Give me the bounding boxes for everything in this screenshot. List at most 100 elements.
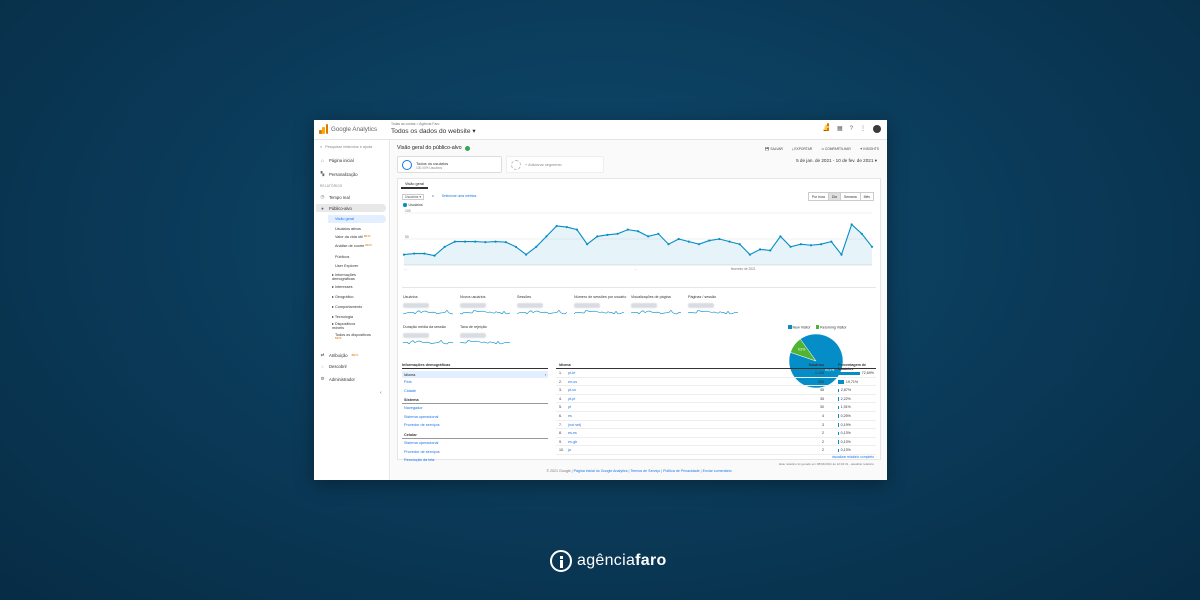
data-point[interactable]: [535, 245, 538, 248]
property-selector[interactable]: Todos os dados do website ▾: [391, 128, 476, 135]
data-point[interactable]: [402, 253, 406, 256]
data-point[interactable]: [697, 243, 701, 246]
granularity-week[interactable]: Semana: [839, 192, 861, 201]
data-point[interactable]: [799, 243, 802, 246]
sidebar-subitem-interests[interactable]: ▸ Interesses: [332, 284, 352, 289]
mobile-link-os[interactable]: Sistema operacional: [404, 440, 439, 445]
sidebar-subitem-lifetime-value[interactable]: Valor da vida útil BETA: [335, 235, 370, 239]
data-point[interactable]: [555, 224, 558, 228]
more-icon[interactable]: ⋮: [860, 126, 866, 132]
data-point[interactable]: [860, 232, 863, 235]
demographics-link-country[interactable]: País: [404, 380, 412, 384]
mobile-link-resolution[interactable]: Resolução da tela: [404, 458, 435, 463]
granularity-hour[interactable]: Por hora: [807, 192, 829, 201]
data-point[interactable]: [657, 232, 660, 235]
pie-slice-returning-visitor[interactable]: [790, 338, 817, 362]
data-point[interactable]: [504, 241, 507, 244]
add-segment-button[interactable]: + Adicionar segmento: [506, 156, 604, 173]
data-point[interactable]: [718, 237, 721, 241]
language-link[interactable]: pt-br: [568, 371, 576, 375]
data-point[interactable]: [575, 228, 579, 231]
granularity-month[interactable]: Mês: [859, 192, 874, 201]
sidebar-item-customization[interactable]: ▚ Personalização: [320, 171, 358, 177]
data-point[interactable]: [616, 232, 619, 235]
save-button[interactable]: 💾 SALVAR: [765, 147, 783, 151]
data-point[interactable]: [850, 223, 853, 226]
full-report-link[interactable]: visualizar relatório completo: [831, 455, 874, 459]
data-point[interactable]: [779, 235, 782, 238]
data-point[interactable]: [433, 254, 436, 257]
sidebar-subitem-user-explorer[interactable]: User Explorer: [335, 264, 358, 268]
footer-link-feedback[interactable]: Enviar comentário: [702, 469, 732, 473]
data-point[interactable]: [667, 243, 670, 246]
sidebar-subitem-mobile[interactable]: ▸ Dispositivos móveis: [332, 321, 368, 330]
data-point[interactable]: [769, 249, 772, 252]
data-point[interactable]: [677, 237, 680, 241]
help-icon[interactable]: ?: [849, 126, 853, 132]
footer-link-privacy[interactable]: Política de Privacidade: [663, 469, 700, 473]
avatar[interactable]: [873, 125, 881, 133]
sidebar-item-home[interactable]: ⌂ Página inicial: [320, 158, 354, 163]
data-point[interactable]: [606, 233, 609, 236]
apps-icon[interactable]: ▦: [836, 126, 843, 132]
language-link[interactable]: pt-us: [568, 388, 576, 393]
date-range-picker[interactable]: 5 de jan. de 2021 - 10 de fev. de 2021 ▾: [796, 158, 877, 164]
data-point[interactable]: [636, 230, 640, 233]
sidebar-subitem-demographics[interactable]: ▸ Informações demográficas: [332, 272, 376, 281]
demographics-selected-item[interactable]: Idioma ›: [402, 371, 548, 378]
data-point[interactable]: [463, 240, 467, 243]
data-point[interactable]: [708, 239, 711, 242]
data-point[interactable]: [870, 245, 874, 248]
data-point[interactable]: [443, 245, 446, 248]
data-point[interactable]: [596, 235, 599, 238]
data-point[interactable]: [474, 240, 477, 243]
export-button[interactable]: ⤓ EXPORTAR: [791, 147, 813, 151]
language-link[interactable]: (not set): [568, 422, 582, 427]
language-link[interactable]: pt: [568, 405, 571, 410]
data-point[interactable]: [514, 245, 518, 248]
footer-link-terms[interactable]: Termos de Serviço: [630, 469, 661, 473]
data-point[interactable]: [840, 253, 843, 256]
data-point[interactable]: [738, 243, 741, 246]
data-point[interactable]: [565, 225, 568, 229]
system-link-provider[interactable]: Provedor de serviços: [404, 423, 440, 428]
data-point[interactable]: [820, 243, 823, 246]
data-point[interactable]: [423, 252, 426, 255]
sidebar-subitem-audiences[interactable]: Públicos: [335, 255, 349, 259]
language-link[interactable]: en-gb: [568, 439, 578, 444]
sidebar-item-admin[interactable]: ⚙ Administrador: [320, 376, 354, 382]
segment-all-users[interactable]: Todos os usuários 100,00% Usuários: [397, 156, 502, 173]
select-metric-link[interactable]: Selecione uma métrica: [441, 194, 477, 198]
metric-select[interactable]: Usuários ▾: [402, 194, 425, 200]
sidebar-subitem-geo[interactable]: ▸ Geográfico: [332, 294, 354, 299]
sidebar-item-discover[interactable]: ◌ Descobrir: [320, 364, 347, 369]
bell-icon[interactable]: 🔔8: [823, 123, 830, 133]
sidebar-subitem-overview[interactable]: Visão geral: [335, 217, 354, 221]
analytics-logo-icon[interactable]: [319, 124, 329, 134]
sidebar-item-realtime[interactable]: ◷ Tempo real: [320, 194, 350, 200]
sidebar-subitem-active-users[interactable]: Usuários ativos: [335, 227, 361, 231]
data-point[interactable]: [789, 245, 792, 248]
sidebar-subitem-technology[interactable]: ▸ Tecnologia: [332, 314, 353, 319]
language-link[interactable]: es-es: [568, 431, 577, 436]
system-link-os[interactable]: Sistema operacional: [404, 414, 439, 419]
search-input[interactable]: ⌕ Pesquisar relatórios e ajuda: [320, 145, 372, 149]
data-point[interactable]: [524, 253, 528, 256]
data-point[interactable]: [484, 241, 487, 244]
data-point[interactable]: [687, 240, 690, 243]
tab-overview[interactable]: Visão geral: [401, 181, 428, 189]
data-point[interactable]: [545, 235, 548, 238]
sidebar-subitem-cohort[interactable]: Análise de coorte BETA: [335, 244, 372, 248]
sidebar-item-audience[interactable]: ● Público-alvo: [320, 206, 352, 211]
data-point[interactable]: [586, 243, 589, 246]
data-point[interactable]: [758, 248, 762, 251]
sidebar-subitem-cross-device[interactable]: Todos os dispositivos BETA: [335, 333, 373, 341]
data-point[interactable]: [626, 228, 629, 231]
breadcrumb[interactable]: Todas as contas > Agência Faro: [391, 122, 440, 126]
insights-button[interactable]: ✦ INSIGHTS: [859, 147, 879, 151]
demographics-link-city[interactable]: Cidade: [404, 388, 417, 393]
data-point[interactable]: [728, 240, 731, 243]
data-point[interactable]: [647, 235, 650, 238]
data-point[interactable]: [494, 240, 497, 243]
data-point[interactable]: [413, 252, 416, 255]
